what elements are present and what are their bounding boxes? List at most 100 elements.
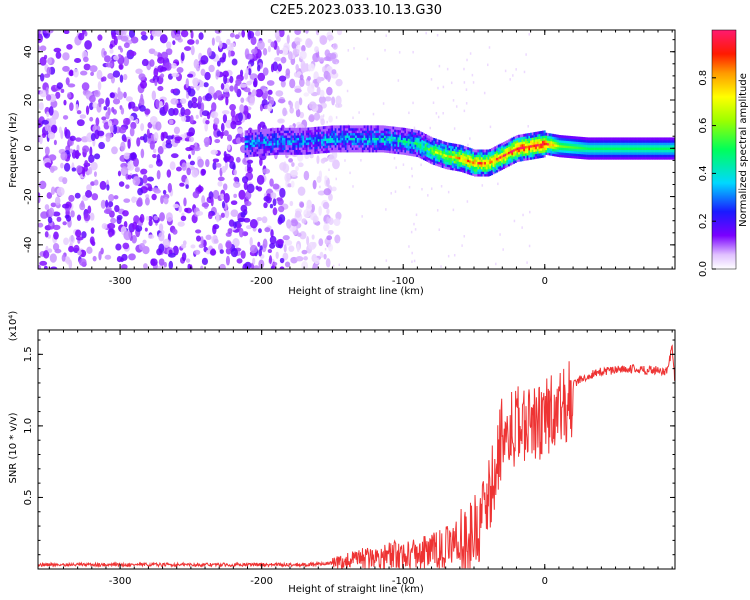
spectrogram-signal-cell (312, 136, 315, 140)
spectrogram-signal-cell (288, 130, 291, 134)
spectrogram-noise-cell (319, 35, 328, 45)
spectrogram-signal-cell (635, 144, 638, 148)
spectrogram-signal-cell (254, 151, 257, 155)
spectrogram-signal-cell (293, 130, 296, 134)
spectrogram-signal-cell (640, 156, 643, 160)
spectrogram-signal-cell (623, 156, 626, 160)
spectrogram-signal-cell (482, 163, 485, 167)
spectrogram-signal-cell (348, 132, 351, 136)
spectrogram-signal-cell (280, 147, 283, 150)
spectrogram-noise-cell (160, 73, 165, 78)
spectrogram-signal-cell (312, 129, 315, 133)
spectrogram-signal-cell (424, 150, 427, 154)
spectrogram-signal-cell (417, 147, 420, 151)
spectrogram-noise-cell (55, 91, 61, 99)
spectrogram-signal-cell (336, 132, 339, 136)
spectrogram-noise-cell (125, 184, 130, 189)
spectrogram-noise-cell (97, 34, 103, 41)
spectrogram-signal-cell (270, 137, 273, 141)
spectrogram-signal-cell (502, 154, 505, 157)
spectrogram-signal-cell (528, 135, 531, 139)
spectrogram-signal-cell (329, 125, 332, 129)
spectrogram-signal-cell (487, 154, 490, 158)
spectrogram-signal-cell (426, 137, 429, 141)
spectrogram-signal-cell (278, 137, 281, 141)
spectrogram-signal-cell (504, 150, 507, 154)
spectrogram-signal-cell (480, 156, 483, 160)
spectrogram-signal-cell (334, 137, 337, 141)
spectrogram-signal-cell (288, 151, 291, 155)
spectrogram-noise-cell (320, 118, 325, 126)
spectrogram-signal-cell (360, 144, 363, 148)
spectrogram-signal-cell (412, 153, 415, 157)
spectrogram-signal-cell (421, 134, 424, 138)
spectrogram-signal-cell (502, 163, 505, 167)
spectrogram-signal-cell (326, 125, 329, 129)
spectrogram-noise-cell (257, 64, 261, 72)
spectrogram-signal-cell (387, 130, 390, 134)
spectrogram-signal-cell (637, 147, 640, 150)
spectrogram-signal-cell (626, 149, 629, 153)
spectrogram-signal-cell (504, 157, 507, 161)
spectrogram-signal-cell (640, 137, 643, 141)
spectrogram-noise-cell (218, 243, 223, 252)
spectrogram-signal-cell (475, 166, 478, 170)
spectrogram-signal-cell (530, 144, 533, 148)
spectrogram-signal-cell (584, 144, 587, 148)
spectrogram-signal-cell (513, 143, 516, 147)
spectrogram-noise-cell (346, 89, 349, 93)
spectrogram-signal-cell (477, 168, 480, 172)
spectrogram-signal-cell (565, 135, 568, 139)
spectrogram-noise-cell (145, 215, 150, 221)
spectrogram-x-label: Height of straight line (km) (288, 286, 424, 297)
spectrogram-signal-cell (660, 156, 663, 160)
spectrogram-noise-cell (469, 137, 471, 140)
spectrogram-signal-cell (530, 152, 533, 155)
spectrogram-noise-cell (235, 137, 242, 144)
spectrogram-signal-cell (597, 149, 600, 153)
spectrogram-signal-cell (603, 137, 606, 141)
spectrogram-signal-cell (312, 131, 315, 135)
spectrogram-noise-cell (413, 222, 415, 226)
spectrogram-signal-cell (295, 127, 298, 131)
spectrogram-noise-cell (296, 243, 300, 253)
spectrogram-signal-cell (642, 144, 645, 148)
spectrogram-signal-cell (535, 151, 538, 155)
spectrogram-signal-cell (261, 128, 264, 132)
spectrogram-signal-cell (278, 149, 281, 153)
spectrogram-signal-cell (385, 149, 388, 153)
spectrogram-noise-cell (220, 83, 225, 90)
spectrogram-signal-cell (562, 147, 565, 151)
spectrogram-signal-cell (604, 151, 607, 155)
spectrogram-signal-cell (423, 135, 426, 139)
spectrogram-signal-cell (251, 141, 254, 145)
spectrogram-signal-cell (462, 169, 465, 173)
spectrogram-signal-cell (630, 151, 633, 155)
spectrogram-noise-cell (56, 216, 62, 222)
spectrogram-signal-cell (276, 147, 279, 150)
spectrogram-signal-cell (307, 139, 310, 143)
spectrogram-signal-cell (538, 138, 541, 142)
spectrogram-noise-cell (234, 34, 240, 40)
spectrogram-signal-cell (541, 147, 544, 151)
spectrogram-signal-cell (540, 155, 543, 159)
spectrogram-signal-cell (516, 139, 519, 143)
spectrogram-noise-cell (285, 68, 291, 76)
spectrogram-signal-cell (654, 139, 657, 143)
spectrogram-signal-cell (278, 135, 281, 138)
spectrogram-noise-cell (109, 124, 114, 133)
spectrogram-signal-cell (383, 147, 386, 151)
spectrogram-noise-cell (195, 211, 204, 216)
spectrogram-signal-cell (560, 147, 563, 151)
spectrogram-noise-cell (280, 79, 286, 88)
spectrogram-signal-cell (339, 130, 342, 134)
spectrogram-noise-cell (286, 219, 292, 229)
spectrogram-signal-cell (248, 137, 251, 141)
spectrogram-signal-cell (453, 148, 456, 152)
spectrogram-signal-cell (637, 154, 640, 158)
spectrogram-noise-cell (463, 67, 465, 71)
spectrogram-signal-cell (346, 144, 349, 148)
spectrogram-noise-cell (314, 46, 319, 53)
spectrogram-signal-cell (334, 147, 337, 150)
spectrogram-signal-cell (468, 150, 471, 154)
